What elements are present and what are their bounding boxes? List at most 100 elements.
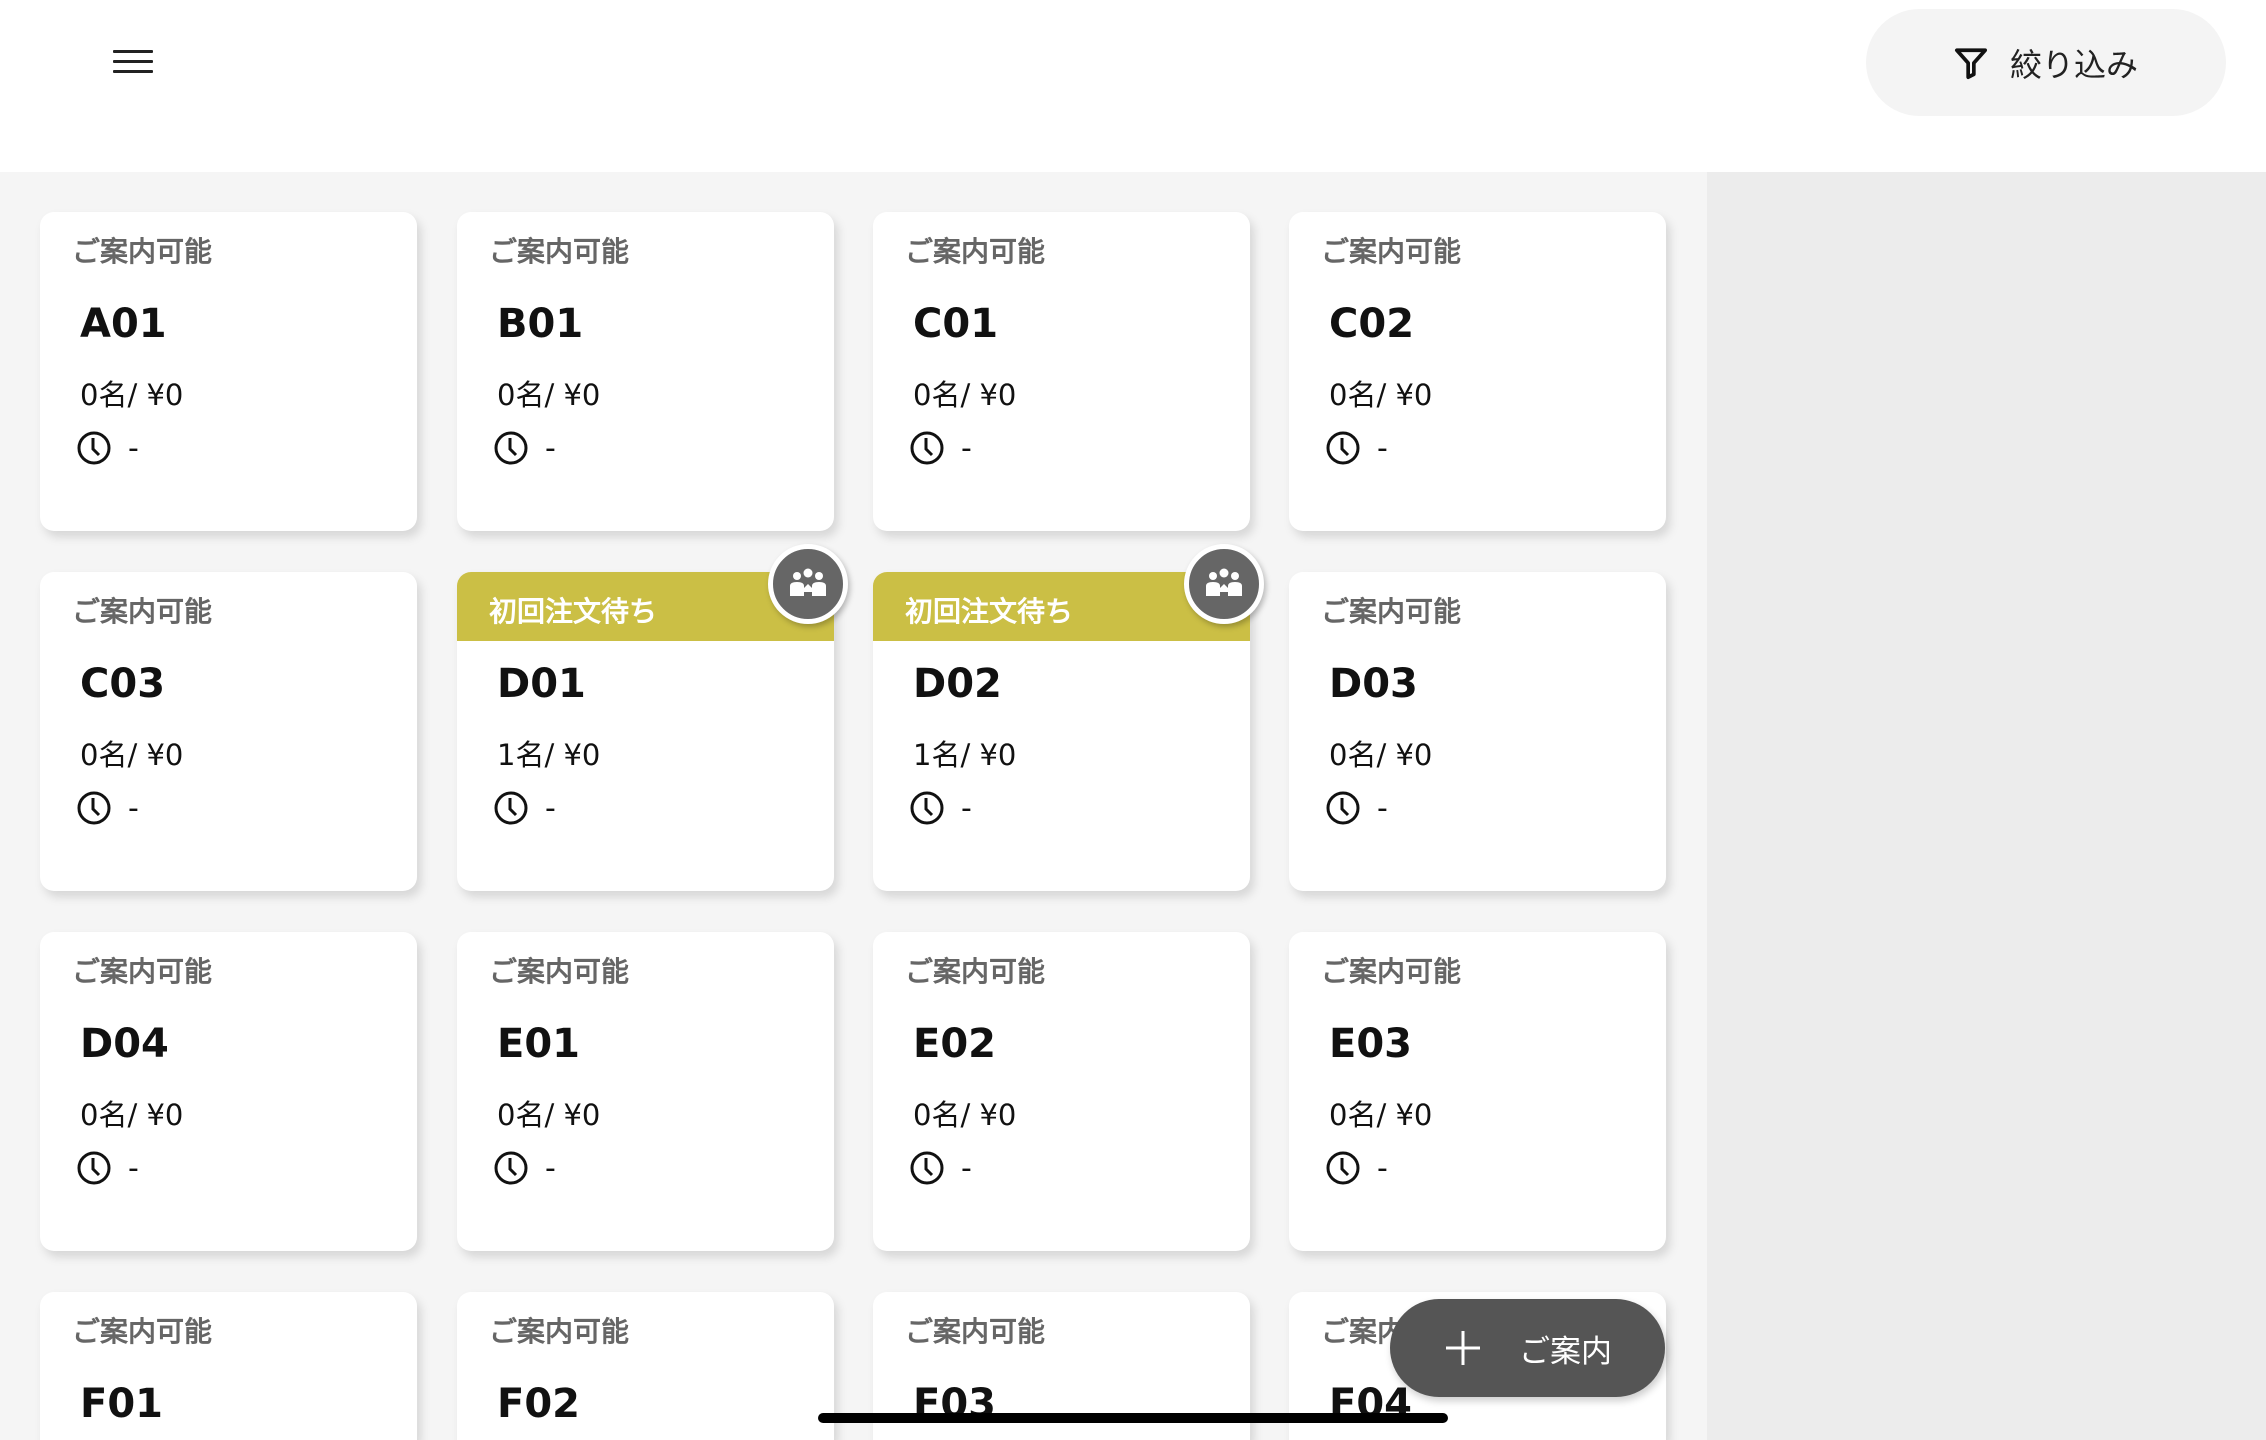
guests-amount: 1名/ ¥0	[497, 738, 601, 772]
guests-amount: 0名/ ¥0	[80, 1098, 184, 1132]
elapsed-time-value: -	[128, 430, 139, 466]
elapsed-time-value: -	[961, 1150, 972, 1186]
guests-amount: 0名/ ¥0	[913, 378, 1017, 412]
group-icon	[1206, 568, 1242, 596]
clock-icon	[77, 791, 111, 825]
clock-icon	[1326, 1151, 1360, 1185]
elapsed-time-value: -	[545, 1150, 556, 1186]
seat-guest-label: ご案内	[1519, 1333, 1612, 1370]
table-card[interactable]: ご案内可能 D04 0名/ ¥0 -	[40, 932, 417, 1251]
table-status: ご案内可能	[489, 955, 630, 988]
table-card[interactable]: ご案内可能 F01	[40, 1292, 417, 1440]
table-name: D04	[80, 1021, 169, 1067]
table-status: ご案内可能	[72, 235, 213, 268]
plus-icon	[1446, 1331, 1480, 1365]
table-name: F02	[497, 1381, 580, 1427]
table-status: ご案内可能	[489, 235, 630, 268]
elapsed-time-value: -	[1377, 790, 1388, 826]
guests-amount: 0名/ ¥0	[913, 1098, 1017, 1132]
table-status: ご案内可能	[72, 1315, 213, 1348]
clock-icon	[910, 791, 944, 825]
guests-badge[interactable]	[1184, 544, 1264, 624]
guests-amount: 0名/ ¥0	[497, 378, 601, 412]
table-name: A01	[80, 301, 167, 347]
guests-amount: 0名/ ¥0	[1329, 738, 1433, 772]
table-status: ご案内可能	[905, 1315, 1046, 1348]
table-name: B01	[497, 301, 584, 347]
table-name: F01	[80, 1381, 163, 1427]
table-name: D01	[497, 661, 586, 707]
side-panel	[1707, 172, 2266, 1440]
filter-button[interactable]: 絞り込み	[1866, 9, 2226, 116]
table-status: ご案内可能	[72, 955, 213, 988]
top-bar: 絞り込み	[0, 0, 2266, 172]
table-status: ご案内可能	[489, 1315, 630, 1348]
elapsed-time: -	[76, 790, 139, 826]
elapsed-time-value: -	[128, 790, 139, 826]
table-card[interactable]: ご案内可能 B01 0名/ ¥0 -	[457, 212, 834, 531]
table-name: D02	[913, 661, 1002, 707]
table-status: ご案内可能	[1321, 955, 1462, 988]
table-card[interactable]: 初回注文待ち D02 1名/ ¥0 -	[873, 544, 1264, 891]
guests-badge[interactable]	[768, 544, 848, 624]
clock-icon	[1326, 431, 1360, 465]
table-name: C02	[1329, 301, 1415, 347]
table-card[interactable]: ご案内可能 C01 0名/ ¥0 -	[873, 212, 1250, 531]
table-name: E02	[913, 1021, 996, 1067]
table-grid: ご案内可能 A01 0名/ ¥0 - ご案内可能 B01 0名/ ¥0 - ご案内可能 …	[0, 172, 1707, 1440]
table-card[interactable]: ご案内可能 F02	[457, 1292, 834, 1440]
elapsed-time-value: -	[1377, 1150, 1388, 1186]
clock-icon	[910, 431, 944, 465]
table-status: ご案内可能	[905, 955, 1046, 988]
filter-icon	[1954, 47, 1987, 79]
elapsed-time: -	[76, 430, 139, 466]
clock-icon	[77, 431, 111, 465]
hamburger-icon[interactable]	[108, 44, 158, 80]
elapsed-time: -	[909, 430, 972, 466]
elapsed-time: -	[493, 430, 556, 466]
table-name: C03	[80, 661, 166, 707]
table-card[interactable]: ご案内可能 E02 0名/ ¥0 -	[873, 932, 1250, 1251]
table-card[interactable]: ご案内可能 D03 0名/ ¥0 -	[1289, 572, 1666, 891]
table-card[interactable]: ご案内可能 A01 0名/ ¥0 -	[40, 212, 417, 531]
table-name: E03	[1329, 1021, 1412, 1067]
table-card[interactable]: 初回注文待ち D01 1名/ ¥0 -	[457, 544, 848, 891]
table-card[interactable]: ご案内可能 C03 0名/ ¥0 -	[40, 572, 417, 891]
seat-guest-button[interactable]: ご案内	[1390, 1299, 1665, 1397]
clock-icon	[494, 1151, 528, 1185]
guests-amount: 0名/ ¥0	[1329, 1098, 1433, 1132]
elapsed-time-value: -	[1377, 430, 1388, 466]
table-status: ご案内可能	[905, 235, 1046, 268]
elapsed-time-value: -	[961, 790, 972, 826]
guests-amount: 0名/ ¥0	[497, 1098, 601, 1132]
clock-icon	[494, 791, 528, 825]
table-card[interactable]: ご案内可能 E03 0名/ ¥0 -	[1289, 932, 1666, 1251]
home-indicator[interactable]	[818, 1413, 1448, 1423]
guests-amount: 0名/ ¥0	[80, 738, 184, 772]
guests-amount: 1名/ ¥0	[913, 738, 1017, 772]
elapsed-time: -	[909, 1150, 972, 1186]
clock-icon	[1326, 791, 1360, 825]
table-name: E01	[497, 1021, 580, 1067]
elapsed-time-value: -	[545, 430, 556, 466]
table-status: ご案内可能	[1321, 595, 1462, 628]
guests-amount: 0名/ ¥0	[1329, 378, 1433, 412]
elapsed-time: -	[1325, 1150, 1388, 1186]
table-status: ご案内可能	[72, 595, 213, 628]
elapsed-time: -	[76, 1150, 139, 1186]
elapsed-time: -	[1325, 790, 1388, 826]
table-name: C01	[913, 301, 999, 347]
table-card[interactable]: ご案内可能 C02 0名/ ¥0 -	[1289, 212, 1666, 531]
elapsed-time-value: -	[961, 430, 972, 466]
elapsed-time: -	[493, 1150, 556, 1186]
clock-icon	[494, 431, 528, 465]
elapsed-time: -	[909, 790, 972, 826]
filter-label: 絞り込み	[2009, 45, 2138, 84]
elapsed-time-value: -	[545, 790, 556, 826]
table-card[interactable]: ご案内可能 E01 0名/ ¥0 -	[457, 932, 834, 1251]
elapsed-time: -	[493, 790, 556, 826]
table-status: ご案内可能	[1321, 235, 1462, 268]
elapsed-time: -	[1325, 430, 1388, 466]
table-name: D03	[1329, 661, 1418, 707]
elapsed-time-value: -	[128, 1150, 139, 1186]
